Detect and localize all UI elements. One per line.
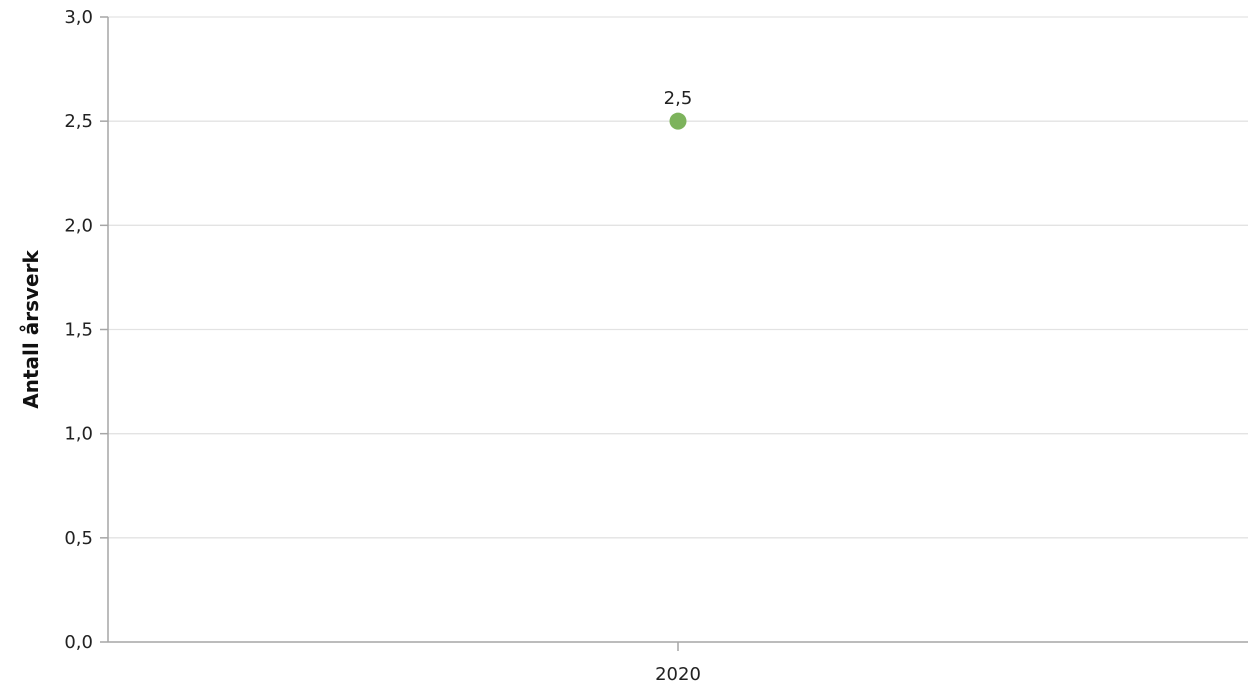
y-tick-label: 2,0 xyxy=(64,215,93,236)
data-label: 2,5 xyxy=(664,88,693,109)
y-tick-label: 1,0 xyxy=(64,424,93,445)
x-axis-ticks: 2020 xyxy=(655,642,701,685)
y-axis-title: Antall årsverk xyxy=(19,250,43,409)
y-tick-label: 1,5 xyxy=(64,320,93,341)
y-tick-label: 0,0 xyxy=(64,632,93,653)
data-point[interactable] xyxy=(669,112,687,130)
y-tick-label: 3,0 xyxy=(64,7,93,28)
y-tick-label: 2,5 xyxy=(64,111,93,132)
y-tick-label: 0,5 xyxy=(64,528,93,549)
x-tick-label: 2020 xyxy=(655,664,701,685)
y-axis-ticks: 0,0 0,5 1,0 1,5 2,0 2,5 3,0 xyxy=(64,7,108,653)
data-points xyxy=(669,112,687,130)
data-labels: 2,5 xyxy=(664,88,693,109)
